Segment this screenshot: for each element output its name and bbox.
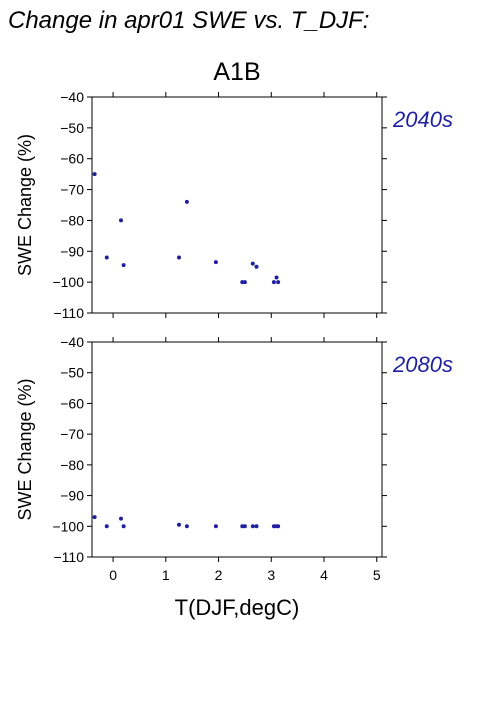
data-point-2080s	[254, 524, 259, 529]
y-tick-label: −100	[52, 274, 84, 290]
data-point-2040s	[242, 280, 247, 285]
x-tick-label: 1	[162, 567, 170, 583]
data-point-2040s	[271, 280, 276, 285]
panel-2040s: −40 −50 −60 −70 −80 −90 −100 −110 SWE Change (%)…	[15, 89, 453, 321]
x-axis-label: T(DJF,degC)	[175, 595, 300, 620]
panel-2080s: −40 −50 −60 −70 −80 −90 −100 −110 0 1 2 3 4 5 SWE Chan…	[15, 334, 453, 583]
figure-title: Change in apr01 SWE vs. T_DJF:	[8, 7, 369, 34]
data-point-2080s	[242, 524, 247, 529]
y-tick-label: −60	[60, 151, 84, 167]
data-point-2040s	[254, 264, 259, 269]
y-tick-label: −90	[60, 488, 84, 504]
data-point-2080s	[250, 524, 255, 529]
y-tick-label: −100	[52, 518, 84, 534]
y-axis-label-2080s: SWE Change (%)	[15, 378, 35, 520]
y-tick-label: −90	[60, 243, 84, 259]
plot-frame-2040s	[91, 96, 383, 314]
figure-subtitle: A1B	[213, 58, 260, 86]
data-point-2080s	[104, 524, 109, 529]
data-point-2040s	[119, 218, 123, 223]
y-tick-label: −50	[60, 365, 84, 381]
data-point-2080s	[213, 524, 218, 529]
y-tick-label: −70	[60, 426, 84, 442]
data-point-2080s	[184, 524, 189, 529]
data-point-2040s	[104, 255, 109, 260]
x-tick-label: 0	[109, 567, 117, 583]
data-point-2080s	[119, 516, 123, 521]
data-point-2040s	[184, 199, 189, 204]
y-tick-label: −50	[60, 120, 84, 136]
period-label-2040s: 2040s	[392, 107, 453, 132]
x-tick-label: 4	[320, 567, 328, 583]
data-point-2080s	[121, 524, 126, 529]
y-tick-label: −60	[60, 395, 84, 411]
period-label-2080s: 2080s	[392, 352, 453, 377]
y-tick-label: −110	[54, 305, 85, 321]
data-point-2080s	[177, 522, 181, 527]
data-point-2040s	[250, 261, 255, 266]
x-tick-label: 3	[267, 567, 275, 583]
data-point-2040s	[213, 260, 218, 265]
x-tick-label: 2	[215, 567, 223, 583]
y-axis-label-2040s: SWE Change (%)	[15, 134, 35, 276]
y-tick-label: −80	[60, 457, 84, 473]
data-point-2040s	[274, 275, 279, 280]
data-point-2040s	[177, 255, 181, 260]
plot-frame-2080s	[91, 341, 383, 558]
data-point-2040s	[121, 263, 126, 268]
data-point-2080s	[92, 515, 97, 520]
x-tick-label: 5	[373, 567, 381, 583]
data-point-2040s	[276, 280, 281, 285]
y-tick-label: −40	[60, 89, 84, 105]
y-tick-label: −70	[60, 182, 84, 198]
y-tick-label: −80	[60, 212, 84, 228]
data-point-2080s	[276, 524, 281, 529]
data-point-2040s	[92, 172, 97, 177]
y-tick-label: −110	[54, 549, 85, 565]
y-tick-label: −40	[60, 334, 84, 350]
